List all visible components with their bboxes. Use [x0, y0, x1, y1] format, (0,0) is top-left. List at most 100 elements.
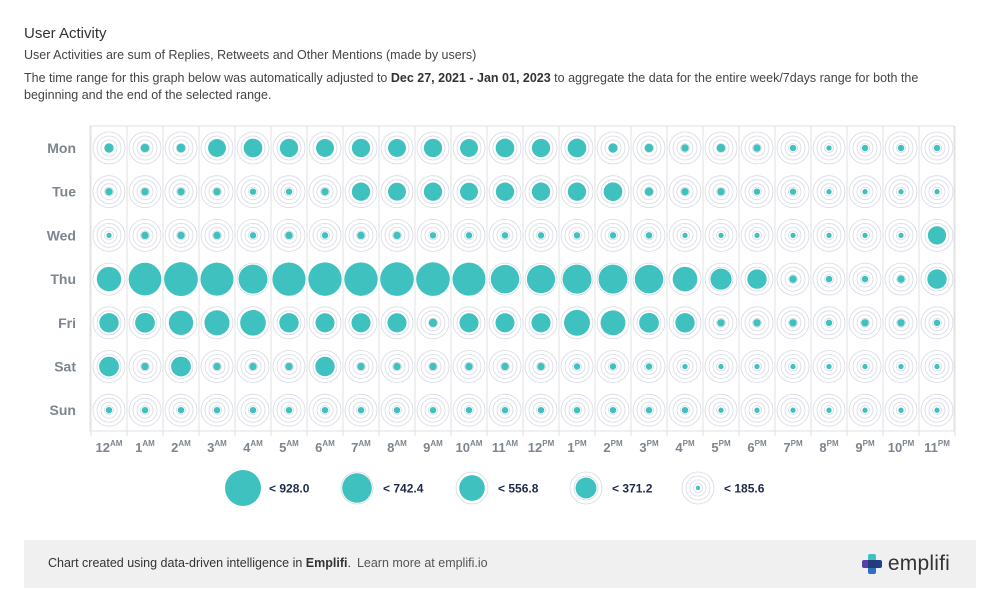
ring-guide: [456, 397, 482, 423]
ring-guide: [456, 222, 482, 248]
ring-guide: [608, 361, 618, 372]
footer-learn-more-link[interactable]: Learn more at emplifi.io: [356, 556, 488, 570]
ring-guide: [748, 183, 766, 201]
data-bubble: [459, 313, 479, 333]
ring-guide: [308, 131, 342, 165]
data-bubble: [609, 363, 617, 370]
data-bubble: [428, 318, 438, 327]
ring-guide: [784, 139, 802, 157]
data-bubble: [393, 231, 401, 240]
ring-guide: [536, 405, 546, 416]
ring-guide: [164, 175, 198, 209]
ring-guide: [532, 226, 550, 244]
ring-guide: [668, 175, 702, 209]
ring-guide: [740, 306, 774, 340]
x-tick-label: 5PM: [711, 439, 731, 455]
ring-guide: [284, 186, 294, 197]
data-bubble: [357, 362, 365, 371]
ring-guide: [244, 183, 262, 201]
ring-guide: [564, 135, 590, 161]
data-bubble: [862, 407, 868, 413]
ring-guide: [708, 179, 734, 205]
time-range-note: The time range for this graph below was …: [24, 70, 964, 104]
brand-logo: emplifi: [860, 552, 950, 576]
ring-guide: [492, 135, 518, 161]
ring-guide: [560, 393, 594, 427]
ring-guide: [320, 405, 330, 416]
ring-guide: [644, 361, 654, 372]
footer-suffix: .: [347, 556, 351, 570]
ring-guide: [604, 401, 622, 419]
ring-guide: [892, 139, 910, 157]
data-bubble: [429, 406, 437, 414]
ring-guide: [896, 186, 906, 197]
y-tick-label: Wed: [47, 227, 76, 243]
data-bubble: [99, 313, 119, 333]
ring-guide: [420, 310, 446, 336]
ring-guide: [920, 218, 954, 252]
ring-guide: [780, 179, 806, 205]
data-bubble: [243, 138, 263, 158]
data-bubble: [644, 187, 654, 196]
ring-guide: [236, 306, 270, 340]
ring-guide: [928, 183, 946, 201]
x-tick-label: 7AM: [351, 439, 371, 455]
ring-guide: [884, 175, 918, 209]
ring-guide: [244, 401, 262, 419]
ring-guide: [668, 131, 702, 165]
data-bubble: [862, 232, 868, 239]
ring-guide: [488, 306, 522, 340]
data-bubble: [567, 182, 587, 201]
ring-guide: [460, 226, 478, 244]
ring-guide: [496, 401, 514, 419]
ring-guide: [164, 350, 198, 383]
ring-guide: [632, 131, 666, 165]
ring-guide: [240, 179, 266, 205]
data-bubble: [380, 262, 414, 296]
ring-guide: [176, 143, 186, 153]
ring-guide: [924, 354, 950, 379]
data-bubble: [316, 139, 334, 157]
ring-guide: [820, 401, 838, 419]
legend-label: < 928.0: [269, 482, 310, 496]
data-bubble: [105, 406, 113, 414]
ring-guide: [816, 179, 842, 205]
data-bubble: [710, 268, 732, 290]
ring-guide: [384, 135, 410, 161]
ring-guide: [644, 143, 654, 153]
ring-guide: [812, 218, 846, 252]
ring-guide: [816, 135, 842, 161]
ring-guide: [104, 186, 114, 197]
ring-guide: [932, 361, 942, 372]
ring-guide: [708, 397, 734, 423]
ring-guide: [708, 310, 734, 336]
ring-guide: [276, 179, 302, 205]
ring-guide: [776, 175, 810, 209]
note-suffix: to aggregate the data for the entire wee…: [24, 71, 919, 102]
ring-guide: [676, 358, 694, 375]
ring-guide: [128, 393, 162, 427]
ring-guide: [668, 218, 702, 252]
ring-guide: [788, 405, 798, 416]
ring-guide: [244, 226, 262, 244]
ring-guide: [632, 393, 666, 427]
data-bubble: [526, 264, 556, 294]
data-bubble: [501, 362, 509, 371]
data-bubble: [609, 232, 617, 239]
ring-guide: [164, 131, 198, 165]
data-bubble: [862, 363, 868, 370]
ring-guide: [428, 361, 438, 372]
ring-guide: [812, 175, 846, 209]
ring-guide: [276, 397, 302, 423]
ring-guide: [892, 401, 910, 419]
ring-guide: [888, 354, 914, 379]
ring-guide: [596, 306, 630, 340]
x-tick-label: 4AM: [243, 439, 263, 455]
ring-guide: [600, 397, 626, 423]
ring-guide: [784, 270, 802, 288]
ring-guide: [524, 131, 558, 165]
ring-guide: [892, 314, 910, 332]
ring-guide: [640, 358, 658, 375]
ring-guide: [860, 361, 870, 372]
data-bubble: [934, 189, 940, 195]
